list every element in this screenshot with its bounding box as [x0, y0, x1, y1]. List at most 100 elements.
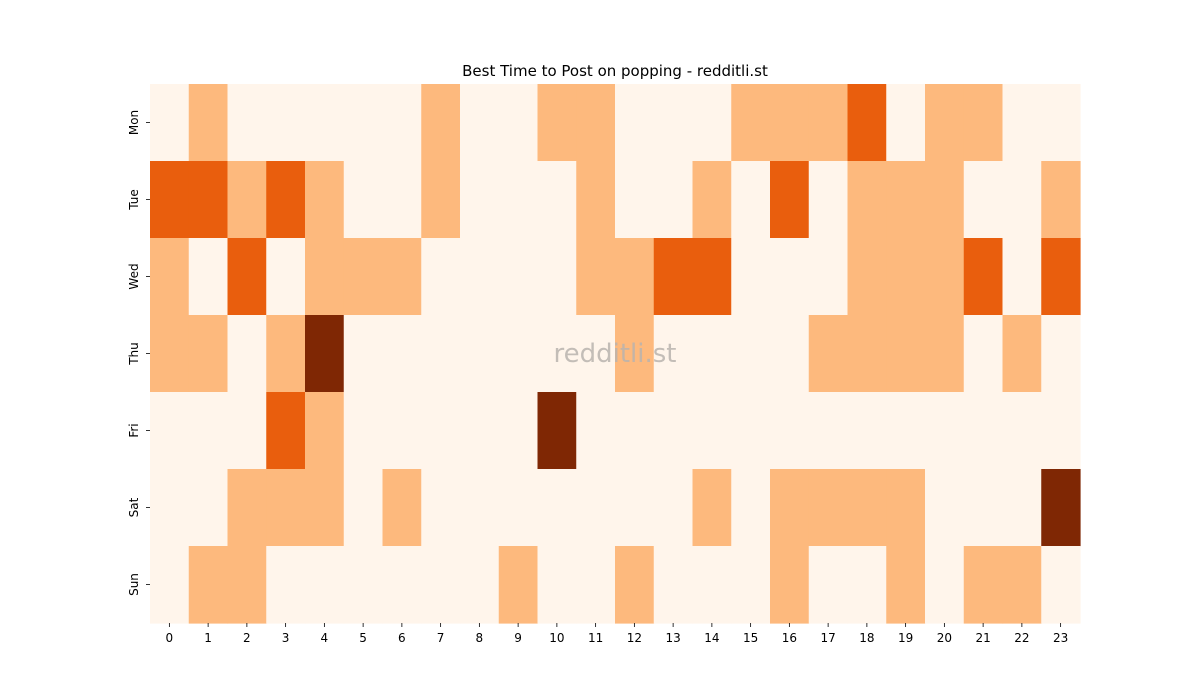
heatmap-cell-sat-15	[731, 469, 771, 547]
heatmap-cell-sat-0	[150, 469, 190, 547]
heatmap-cell-sun-22	[1002, 546, 1042, 624]
heatmap-cell-mon-6	[382, 84, 422, 162]
heatmap-cell-thu-23	[1041, 315, 1081, 393]
heatmap-cell-fri-2	[227, 392, 267, 470]
heatmap-cell-fri-12	[615, 392, 655, 470]
heatmap-cell-mon-19	[886, 84, 926, 162]
x-tick-label: 4	[321, 631, 329, 645]
y-tick-label: Fri	[127, 423, 141, 437]
heatmap-cell-thu-22	[1002, 315, 1042, 393]
y-tick-label: Sun	[127, 573, 141, 596]
heatmap-cell-wed-21	[963, 238, 1004, 316]
heatmap-cell-sat-10	[537, 469, 577, 547]
heatmap-cell-thu-14	[692, 315, 732, 393]
heatmap-cell-sat-9	[498, 469, 539, 547]
heatmap-cell-wed-5	[343, 238, 384, 316]
heatmap-cell-thu-5	[343, 315, 384, 393]
heatmap-cell-fri-23	[1041, 392, 1081, 470]
heatmap-cell-tue-19	[886, 161, 926, 239]
heatmap-cell-wed-10	[537, 238, 577, 316]
heatmap-cell-sat-22	[1002, 469, 1042, 547]
heatmap-cell-mon-3	[266, 84, 306, 162]
heatmap-cell-wed-7	[421, 238, 461, 316]
heatmap-cell-sat-14	[692, 469, 732, 547]
heatmap-cell-mon-22	[1002, 84, 1042, 162]
heatmap-cell-sun-19	[886, 546, 926, 624]
heatmap-cell-sun-2	[227, 546, 267, 624]
heatmap-cell-thu-21	[963, 315, 1004, 393]
heatmap-cell-wed-1	[188, 238, 229, 316]
heatmap-cell-wed-22	[1002, 238, 1042, 316]
x-tick-label: 6	[398, 631, 406, 645]
heatmap-cell-fri-14	[692, 392, 732, 470]
heatmap-cell-mon-8	[460, 84, 500, 162]
y-tick-label: Mon	[127, 110, 141, 135]
heatmap-cell-sun-5	[343, 546, 384, 624]
heatmap-cell-tue-21	[963, 161, 1004, 239]
x-tick-label: 2	[243, 631, 251, 645]
heatmap-cell-sat-17	[808, 469, 849, 547]
heatmap-cell-tue-20	[925, 161, 965, 239]
heatmap-cell-sun-11	[576, 546, 616, 624]
heatmap-cell-fri-5	[343, 392, 384, 470]
heatmap-cell-fri-4	[305, 392, 345, 470]
heatmap-cell-wed-3	[266, 238, 306, 316]
heatmap-cell-wed-11	[576, 238, 616, 316]
heatmap-cell-mon-5	[343, 84, 384, 162]
x-tick-label: 9	[514, 631, 522, 645]
x-tick-label: 17	[820, 631, 835, 645]
heatmap-cell-wed-2	[227, 238, 267, 316]
heatmap-cell-mon-11	[576, 84, 616, 162]
heatmap-cell-mon-14	[692, 84, 732, 162]
heatmap-cell-tue-6	[382, 161, 422, 239]
heatmap-cell-sat-4	[305, 469, 345, 547]
heatmap-cell-mon-2	[227, 84, 267, 162]
x-tick-label: 18	[859, 631, 874, 645]
x-tick-label: 12	[627, 631, 642, 645]
heatmap-cell-mon-9	[498, 84, 539, 162]
heatmap-cell-fri-16	[770, 392, 810, 470]
heatmap-cell-fri-20	[925, 392, 965, 470]
heatmap-cell-sat-13	[653, 469, 694, 547]
watermark-text: redditli.st	[554, 339, 677, 369]
heatmap-cell-sun-8	[460, 546, 500, 624]
heatmap-cell-wed-8	[460, 238, 500, 316]
x-tick-label: 0	[166, 631, 174, 645]
heatmap-cells	[150, 84, 1081, 624]
heatmap-cell-thu-12	[615, 315, 655, 393]
heatmap-cell-thu-6	[382, 315, 422, 393]
heatmap-cell-thu-15	[731, 315, 771, 393]
x-tick-label: 5	[359, 631, 367, 645]
heatmap-cell-fri-18	[847, 392, 887, 470]
x-axis: 0 1 2 3 4 5 6 7 8 9 10 11 12 13 14 15 16 17 18 19 20 21 22 23	[166, 623, 1068, 645]
heatmap-cell-sun-12	[615, 546, 655, 624]
heatmap-cell-thu-18	[847, 315, 887, 393]
heatmap-cell-sat-19	[886, 469, 926, 547]
heatmap-cell-sun-23	[1041, 546, 1081, 624]
heatmap-cell-tue-18	[847, 161, 887, 239]
heatmap-cell-fri-8	[460, 392, 500, 470]
heatmap-cell-tue-3	[266, 161, 306, 239]
heatmap-cell-tue-9	[498, 161, 539, 239]
heatmap-cell-thu-11	[576, 315, 616, 393]
heatmap-cell-sat-16	[770, 469, 810, 547]
heatmap-cell-mon-12	[615, 84, 655, 162]
heatmap-cell-wed-14	[692, 238, 732, 316]
heatmap-cell-wed-20	[925, 238, 965, 316]
heatmap-cell-sat-23	[1041, 469, 1081, 547]
heatmap-cell-mon-17	[808, 84, 849, 162]
heatmap-cell-sun-1	[188, 546, 229, 624]
y-tick-label: Sat	[127, 497, 141, 517]
heatmap-cell-tue-17	[808, 161, 849, 239]
heatmap-cell-thu-13	[653, 315, 694, 393]
heatmap-cell-wed-0	[150, 238, 190, 316]
heatmap-cell-tue-10	[537, 161, 577, 239]
x-tick-label: 3	[282, 631, 290, 645]
heatmap-cell-thu-16	[770, 315, 810, 393]
heatmap-cell-fri-11	[576, 392, 616, 470]
heatmap-cell-fri-3	[266, 392, 306, 470]
x-tick-label: 15	[743, 631, 758, 645]
x-tick-label: 10	[549, 631, 564, 645]
heatmap-cell-fri-21	[963, 392, 1004, 470]
